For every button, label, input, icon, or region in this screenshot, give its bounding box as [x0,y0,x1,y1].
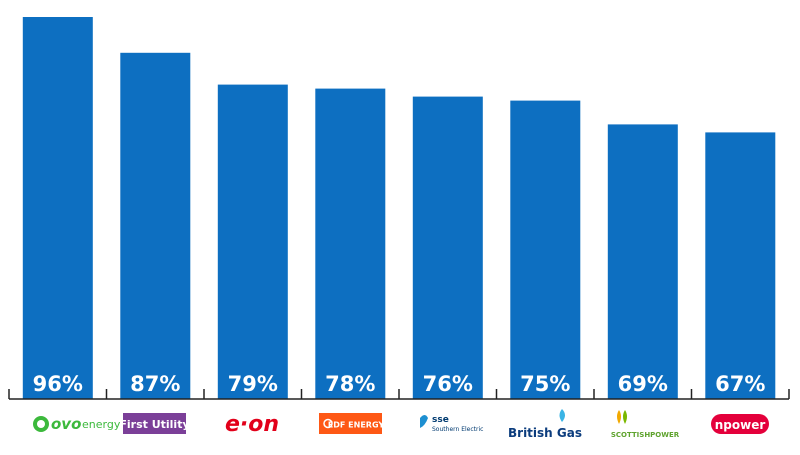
eon-logo: e·on [225,412,279,437]
bar-1 [120,52,191,400]
edf-energy-logo-text: EDF ENERGY [328,421,385,430]
bar-value-label-3: 78% [325,372,375,396]
bar-value-label-6: 69% [618,372,668,396]
bar-5 [510,100,581,399]
bar-6 [607,124,678,400]
x-axis [8,389,790,400]
first-utility-logo-text: First Utility [119,418,189,431]
british-gas-logo: British Gas [508,409,582,440]
sse-logo: sse Southern Electric [420,415,483,433]
bar-4 [412,96,483,399]
bar-value-label-2: 79% [228,372,278,396]
npower-logo: npower [711,414,769,434]
bars-group: 96% 87% 79% 78% 76% 75% 69% 67% [22,17,776,400]
scottish-power-logo-text: SCOTTISHPOWER [611,431,680,439]
sse-logo-mark: sse [432,415,449,425]
sse-logo-text: Southern Electric [432,426,483,433]
npower-logo-text: npower [715,418,766,432]
first-utility-logo: First Utility [119,413,190,434]
bar-value-label-0: 96% [33,372,83,396]
bar-value-label-4: 76% [423,372,473,396]
bar-0 [22,17,93,399]
ovo-logo-text: energy [82,418,121,431]
ovo-logo: ovo energy [33,415,121,433]
bar-value-label-1: 87% [130,372,180,396]
bar-2 [217,84,288,399]
bar-7 [705,132,776,399]
bar-value-label-5: 75% [520,372,570,396]
ovo-logo-mark: ovo [51,415,81,433]
eon-logo-text: e·on [225,412,279,437]
bar-value-label-7: 67% [715,372,765,396]
scottish-power-logo: SCOTTISHPOWER [611,410,680,439]
british-gas-logo-text: British Gas [508,426,582,440]
edf-energy-logo: EDF ENERGY [319,413,384,434]
bar-3 [315,88,386,399]
